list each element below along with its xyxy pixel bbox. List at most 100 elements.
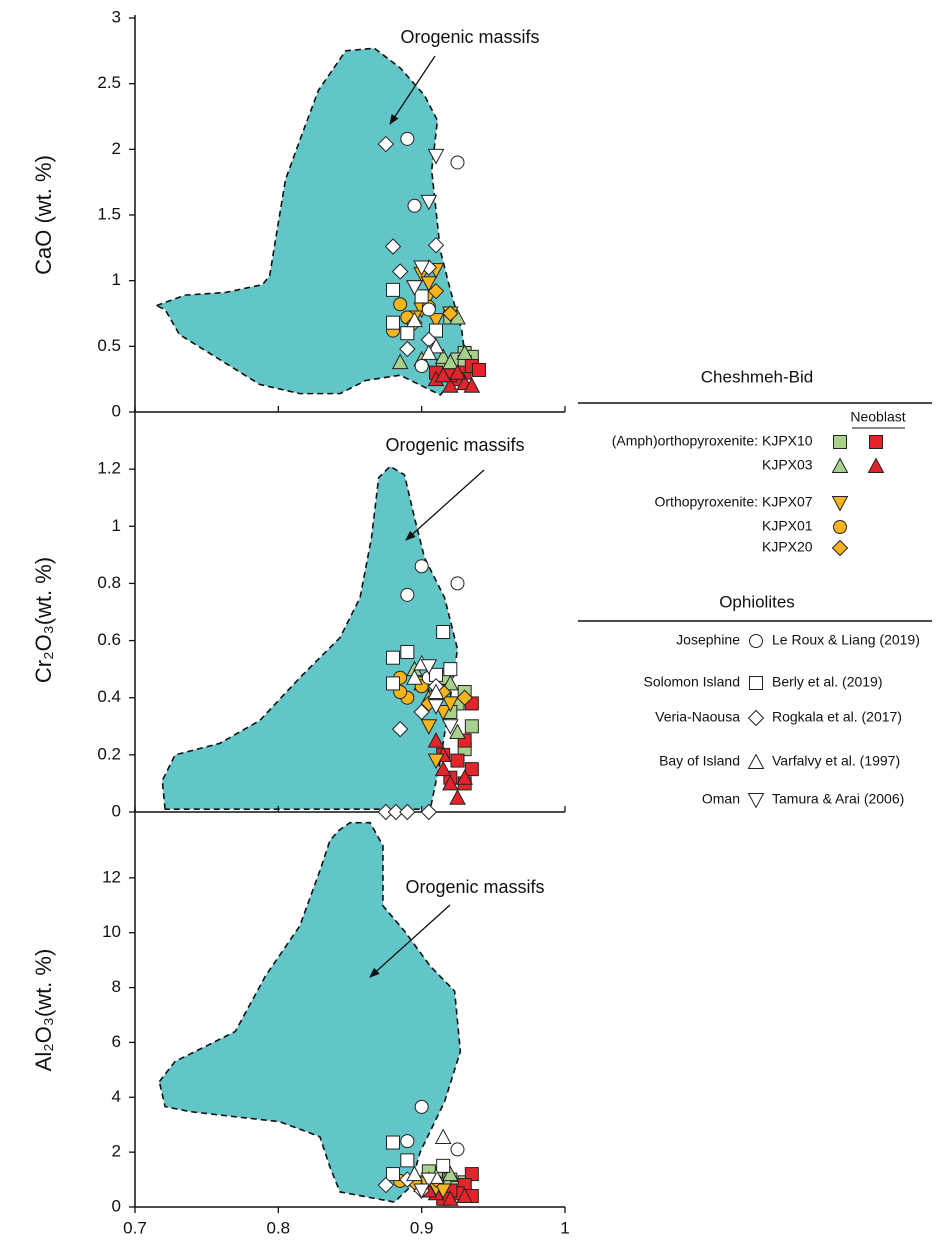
legend-marker <box>747 753 765 769</box>
data-point <box>441 774 459 791</box>
data-point <box>427 753 445 770</box>
data-point <box>450 753 465 768</box>
legend-locality: Josephine <box>676 632 740 648</box>
data-point <box>456 689 473 706</box>
y-tick-label: 0 <box>112 801 121 820</box>
y-tick-label: 0.4 <box>97 687 121 706</box>
data-point <box>441 719 459 735</box>
data-point <box>400 1134 415 1149</box>
data-point <box>434 366 452 383</box>
annotation: Orogenic massifs <box>385 435 524 455</box>
legend-locality: Solomon Island <box>643 674 740 690</box>
data-point <box>391 720 409 738</box>
data-point <box>420 194 438 211</box>
data-point <box>386 676 400 691</box>
y-axis-label: Al₂O₃(wt. %) <box>31 949 56 1072</box>
x-tick-label: 0.7 <box>123 1218 147 1237</box>
y-tick-label: 2.5 <box>97 73 121 92</box>
data-point <box>434 705 452 721</box>
annotation-arrow <box>405 469 485 541</box>
legend-label: KJPX07 <box>762 494 813 510</box>
data-point <box>400 587 415 602</box>
data-point <box>413 1183 431 1200</box>
data-point <box>427 732 445 748</box>
legend-marker <box>833 435 847 449</box>
y-tick-label: 1 <box>112 270 121 289</box>
data-point <box>391 263 409 280</box>
legend-marker <box>831 457 849 473</box>
data-point <box>427 337 445 354</box>
data-point <box>464 719 479 734</box>
data-point <box>463 377 481 393</box>
data-point <box>472 362 486 377</box>
data-point <box>377 1176 395 1194</box>
y-tick-label: 1.5 <box>97 204 121 223</box>
y-tick-label: 0 <box>112 401 121 420</box>
legend-label: KJPX01 <box>762 518 813 534</box>
data-point <box>441 1190 459 1206</box>
data-point <box>400 645 415 659</box>
data-point <box>414 559 429 574</box>
data-point <box>434 760 452 777</box>
data-point <box>393 297 408 312</box>
y-tick-label: 0.6 <box>97 630 121 649</box>
data-point <box>436 625 451 639</box>
legend-group: (Amph)orthopyroxenite: <box>612 433 758 449</box>
data-point <box>406 1165 423 1182</box>
data-point <box>456 1187 474 1204</box>
data-point <box>427 282 445 300</box>
x-tick-label: 0.9 <box>410 1218 434 1237</box>
legend-label: Varfalvy et al. (1997) <box>772 753 900 769</box>
legend-group: Orthopyroxenite: <box>655 494 759 510</box>
data-point <box>391 353 409 370</box>
data-point <box>443 662 458 677</box>
data-point <box>427 683 445 699</box>
legend-label: KJPX03 <box>762 457 813 473</box>
y-tick-label: 0.5 <box>97 336 121 355</box>
data-point <box>449 364 466 380</box>
orogenic-field <box>161 465 459 810</box>
data-point <box>449 789 466 805</box>
orogenic-field <box>158 821 462 1203</box>
legend-label: KJPX10 <box>762 433 813 449</box>
legend-marker <box>749 634 763 648</box>
data-point <box>386 650 400 665</box>
data-point <box>420 1172 438 1189</box>
data-point <box>377 135 395 153</box>
data-point <box>429 323 443 338</box>
data-point <box>420 719 438 735</box>
data-point <box>387 803 405 821</box>
data-point <box>427 148 445 165</box>
data-point <box>456 344 474 360</box>
y-tick-label: 6 <box>112 1032 121 1051</box>
y-tick-label: 2 <box>112 1142 121 1161</box>
data-point <box>441 353 459 370</box>
legend-label: Berly et al. (2019) <box>772 674 883 690</box>
data-point <box>400 326 415 341</box>
x-tick-label: 1 <box>560 1218 569 1237</box>
legend-marker <box>869 435 883 449</box>
x-tick-label: 0.8 <box>267 1218 291 1237</box>
data-point <box>464 1167 479 1182</box>
data-point <box>406 311 423 328</box>
data-point <box>441 696 459 712</box>
y-tick-label: 3 <box>112 7 121 26</box>
y-tick-label: 0.2 <box>97 744 121 763</box>
annotation: Orogenic massifs <box>400 27 539 47</box>
data-point <box>420 276 438 292</box>
data-point <box>434 1183 452 1200</box>
data-point <box>399 803 416 821</box>
data-point <box>441 377 459 393</box>
legend-locality: Oman <box>702 791 740 807</box>
annotation-arrow <box>369 904 451 978</box>
data-point <box>441 674 459 691</box>
data-point <box>406 669 423 685</box>
data-point <box>427 699 445 715</box>
legend-marker <box>833 520 847 534</box>
legend-marker <box>747 793 765 809</box>
y-tick-label: 8 <box>112 977 121 996</box>
legend-marker <box>747 709 765 727</box>
legend-label: Le Roux & Liang (2019) <box>772 632 920 648</box>
data-point <box>427 313 445 329</box>
